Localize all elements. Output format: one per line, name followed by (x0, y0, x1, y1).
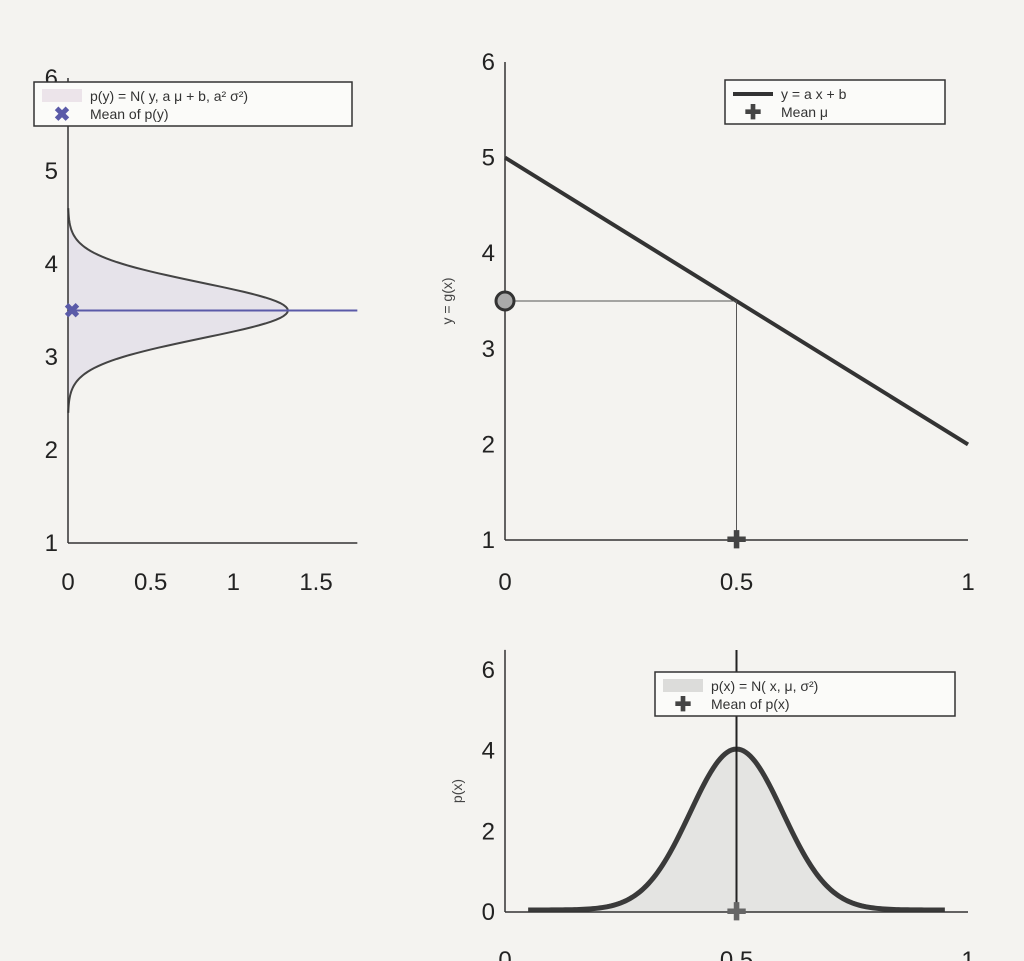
x-tick-label: 1 (961, 947, 974, 961)
mean-marker: ✚ (726, 899, 746, 926)
y-tick-label: 6 (482, 657, 495, 684)
legend-marker: ✚ (675, 694, 692, 716)
x-tick-label: 1 (227, 569, 240, 596)
x-tick-label: 0.5 (720, 569, 753, 596)
x-tick-label: 1.5 (299, 569, 332, 596)
y-tick-label: 3 (45, 344, 58, 371)
x-tick-label: 1 (961, 569, 974, 596)
y-tick-label: 4 (45, 251, 58, 278)
legend-box (724, 79, 946, 125)
mapped-mean-marker (494, 290, 516, 312)
y-tick-label: 2 (45, 437, 58, 464)
y-tick-label: 1 (482, 527, 495, 554)
x-tick-label: 0.5 (134, 569, 167, 596)
legend-label: y = a x + b (781, 86, 847, 102)
x-tick-label: 0 (61, 569, 74, 596)
legend-box (33, 81, 353, 127)
y-tick-label: 6 (482, 49, 495, 76)
legend-marker: ✖ (54, 104, 71, 126)
legend-label: Mean μ (781, 104, 828, 120)
mean-marker: ✖ (64, 301, 81, 323)
y-axis-label: y = g(x) (439, 277, 455, 324)
legend-label: Mean of p(x) (711, 696, 790, 712)
y-tick-label: 1 (45, 530, 58, 557)
y-tick-label: 4 (482, 240, 495, 267)
legend-label: Mean of p(y) (90, 106, 169, 122)
y-axis-label: p(x) (449, 779, 465, 803)
y-tick-label: 3 (482, 336, 495, 363)
y-tick-label: 2 (482, 431, 495, 458)
y-tick-label: 5 (482, 145, 495, 172)
legend-label: p(y) = N( y, a μ + b, a² σ²) (90, 88, 248, 104)
y-tick-label: 4 (482, 738, 495, 765)
x-tick-label: 0 (498, 947, 511, 961)
y-tick-label: 0 (482, 899, 495, 926)
legend-swatch (663, 679, 703, 692)
x-tick-label: 0.5 (720, 947, 753, 961)
y-tick-label: 5 (45, 158, 58, 185)
y-tick-label: 2 (482, 818, 495, 845)
mean-marker: ✚ (726, 527, 746, 554)
legend-box (654, 671, 956, 717)
x-tick-label: 0 (498, 569, 511, 596)
legend-label: p(x) = N( x, μ, σ²) (711, 678, 818, 694)
legend-swatch (42, 89, 82, 102)
legend-marker: ✚ (745, 102, 762, 124)
